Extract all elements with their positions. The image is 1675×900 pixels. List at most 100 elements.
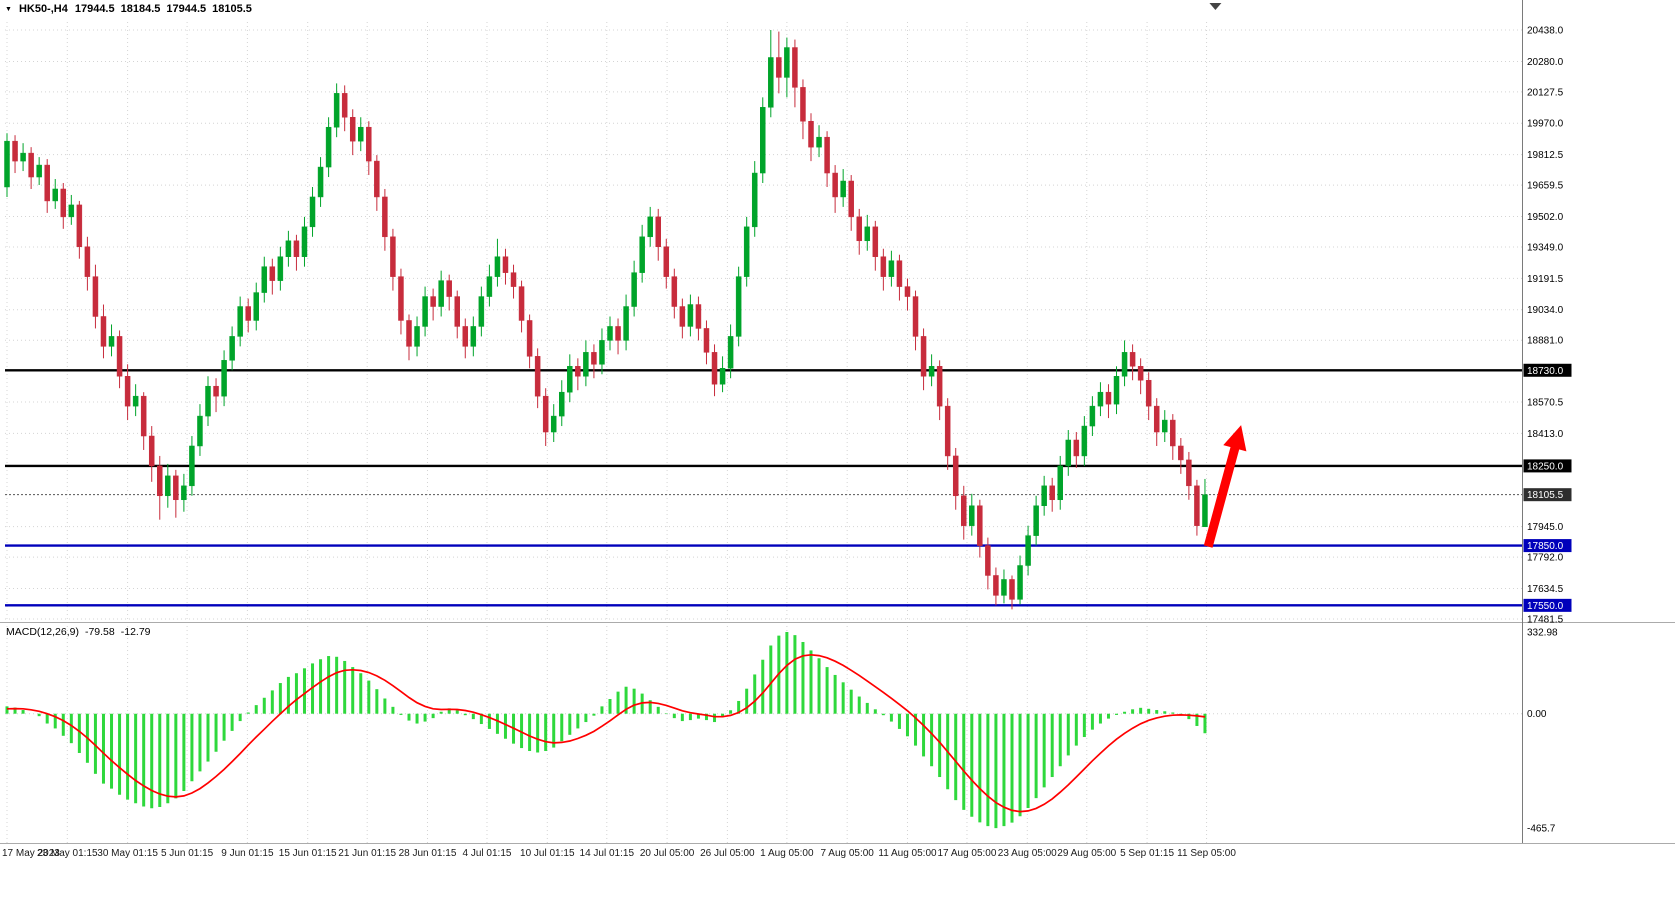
candle-body — [695, 304, 702, 329]
low-value: 17944.5 — [166, 3, 207, 15]
candle-body — [148, 435, 155, 467]
candle-body — [735, 276, 742, 337]
price-axis-label: 17945.0 — [1527, 522, 1564, 533]
candle-body — [526, 320, 533, 357]
price-axis-label: 19812.5 — [1527, 150, 1564, 161]
candle-body — [607, 326, 613, 341]
candle-body — [285, 240, 292, 257]
candle-body — [583, 352, 589, 377]
candle-body — [952, 455, 959, 497]
candle-body — [494, 256, 501, 277]
candle-body — [374, 160, 380, 198]
price-line-label-bg — [1523, 363, 1572, 377]
candle-body — [277, 256, 284, 281]
candle-body — [173, 475, 179, 501]
candle-body — [36, 164, 42, 178]
price-axis-label: 19659.5 — [1527, 181, 1564, 192]
close-value: 18105.5 — [212, 3, 252, 15]
candle-body — [269, 266, 276, 281]
candle-body — [1089, 405, 1096, 427]
price-line-label-bg — [1523, 539, 1572, 553]
candle-body — [398, 276, 404, 321]
candle-body — [430, 296, 436, 307]
macd-main-value: -79.58 — [84, 626, 115, 638]
time-axis-label: 28 Jun 01:15 — [399, 848, 457, 859]
price-line-label: 17550.0 — [1527, 601, 1564, 612]
candle-body — [711, 352, 718, 385]
candle-body — [1137, 366, 1144, 381]
candle-body — [663, 246, 670, 277]
price-axis-label: 20438.0 — [1527, 26, 1564, 37]
time-axis-label: 7 Aug 05:00 — [820, 848, 874, 859]
candle-body — [559, 391, 565, 417]
price-axis-label: 17481.5 — [1527, 615, 1564, 626]
candle-body — [679, 306, 686, 327]
candle-body — [1113, 375, 1120, 405]
candle-body — [904, 286, 911, 297]
time-axis-label: 21 Jun 01:15 — [338, 848, 396, 859]
candle-body — [751, 172, 758, 228]
candle-body — [888, 260, 895, 277]
price-axis-label: 20127.5 — [1527, 87, 1564, 98]
price-axis-label: 19034.0 — [1527, 305, 1564, 316]
time-axis-label: 14 Jul 01:15 — [580, 848, 635, 859]
candle-body — [534, 356, 541, 397]
candle-body — [446, 280, 452, 297]
candle-body — [703, 328, 710, 353]
candle-body — [719, 368, 726, 385]
candle-body — [896, 260, 903, 287]
candle-body — [462, 326, 469, 347]
candle-body — [848, 180, 854, 218]
candle-body — [1025, 535, 1031, 566]
candle-body — [1017, 565, 1023, 600]
candle-body — [944, 405, 951, 457]
candle-body — [422, 296, 428, 327]
candle-body — [743, 226, 750, 277]
candle-body — [792, 47, 798, 88]
candle-body — [1041, 485, 1047, 506]
macd-signal-value: -12.79 — [120, 626, 151, 638]
candle-body — [1049, 485, 1055, 501]
candle-body — [454, 296, 460, 327]
time-axis-label: 23 May 01:15 — [37, 848, 98, 859]
price-axis-label: 18881.0 — [1527, 336, 1564, 347]
candle-body — [768, 57, 774, 108]
candle-body — [478, 296, 485, 327]
time-axis-label: 30 May 01:15 — [97, 848, 158, 859]
candle-body — [687, 304, 694, 327]
macd-indicator-label: MACD(12,26,9) -79.58 -12.79 — [6, 626, 151, 638]
candle-body — [132, 395, 139, 407]
candle-body — [655, 216, 661, 248]
candle-body — [12, 140, 18, 162]
candle-body — [840, 180, 846, 198]
candle-body — [100, 316, 107, 347]
candle-body — [985, 545, 991, 576]
candle-body — [245, 306, 251, 321]
candle-body — [366, 126, 372, 162]
candle-body — [550, 415, 557, 433]
macd-axis-label: 332.98 — [1527, 628, 1558, 639]
candle-body — [502, 256, 509, 273]
candle-body — [1153, 405, 1160, 433]
trend-arrow-head — [1223, 425, 1247, 452]
candle-body — [229, 336, 235, 361]
candle-body — [213, 385, 219, 397]
candle-body — [920, 336, 927, 377]
candle-body — [157, 465, 163, 497]
time-axis-label: 4 Jul 01:15 — [463, 848, 512, 859]
candle-body — [518, 286, 525, 321]
macd-axis-label: -465.7 — [1527, 824, 1556, 835]
candle-body — [760, 107, 766, 174]
candle-body — [253, 292, 259, 321]
candle-body — [928, 366, 935, 377]
candle-body — [1033, 505, 1039, 536]
price-line-label-bg — [1523, 598, 1572, 612]
chart-shift-marker-icon[interactable] — [1209, 3, 1222, 10]
candle-body — [615, 326, 621, 341]
candle-body — [382, 196, 388, 238]
price-axis-label: 18570.5 — [1527, 398, 1564, 409]
symbol-dropdown-icon[interactable]: ▼ — [5, 5, 12, 13]
candle-body — [406, 320, 412, 347]
candle-body — [977, 505, 983, 546]
